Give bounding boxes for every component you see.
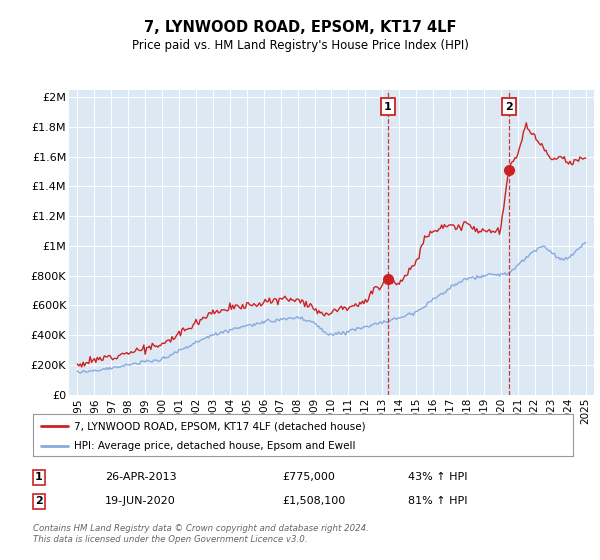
Text: Price paid vs. HM Land Registry's House Price Index (HPI): Price paid vs. HM Land Registry's House … — [131, 39, 469, 52]
Text: 1: 1 — [384, 101, 392, 111]
Text: 43% ↑ HPI: 43% ↑ HPI — [408, 472, 467, 482]
Text: 7, LYNWOOD ROAD, EPSOM, KT17 4LF (detached house): 7, LYNWOOD ROAD, EPSOM, KT17 4LF (detach… — [74, 421, 365, 431]
Text: 26-APR-2013: 26-APR-2013 — [105, 472, 176, 482]
Text: Contains HM Land Registry data © Crown copyright and database right 2024.
This d: Contains HM Land Registry data © Crown c… — [33, 524, 369, 544]
Text: 19-JUN-2020: 19-JUN-2020 — [105, 496, 176, 506]
Text: HPI: Average price, detached house, Epsom and Ewell: HPI: Average price, detached house, Epso… — [74, 441, 355, 451]
Text: 7, LYNWOOD ROAD, EPSOM, KT17 4LF: 7, LYNWOOD ROAD, EPSOM, KT17 4LF — [144, 20, 456, 35]
Text: £1,508,100: £1,508,100 — [282, 496, 345, 506]
Text: 2: 2 — [35, 496, 43, 506]
Text: 1: 1 — [35, 472, 43, 482]
Text: 81% ↑ HPI: 81% ↑ HPI — [408, 496, 467, 506]
Text: £775,000: £775,000 — [282, 472, 335, 482]
Text: 2: 2 — [505, 101, 512, 111]
